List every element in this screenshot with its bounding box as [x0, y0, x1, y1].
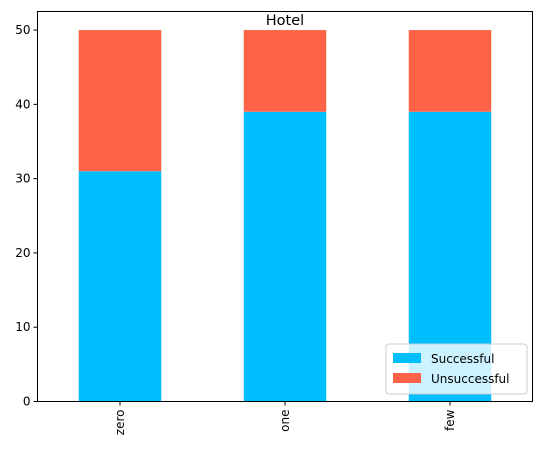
legend: Successful Unsuccessful: [386, 344, 527, 394]
bar-unsuccessful-one: [244, 30, 327, 112]
bar-unsuccessful-few: [409, 30, 492, 112]
legend-swatch-successful: [393, 353, 421, 363]
bar-successful-one: [244, 112, 327, 402]
bar-unsuccessful-zero: [79, 30, 162, 171]
y-axis: 0 10 20 30 40 50: [15, 23, 37, 408]
bar-successful-zero: [79, 171, 162, 401]
y-tick-label: 0: [23, 395, 31, 409]
x-tick-label-zero: zero: [113, 410, 127, 436]
y-tick-label: 30: [15, 172, 30, 186]
y-tick-label: 40: [15, 97, 30, 111]
y-tick-label: 10: [15, 320, 30, 334]
y-tick-label: 20: [15, 246, 30, 260]
x-tick-label-one: one: [278, 410, 292, 432]
legend-label-unsuccessful: Unsuccessful: [431, 372, 510, 386]
x-axis: zero one few: [113, 402, 457, 436]
x-tick-label-few: few: [443, 409, 457, 431]
chart-title: Hotel: [266, 13, 304, 29]
legend-label-successful: Successful: [431, 352, 494, 366]
y-tick-label: 50: [15, 23, 30, 37]
legend-swatch-unsuccessful: [393, 373, 421, 383]
